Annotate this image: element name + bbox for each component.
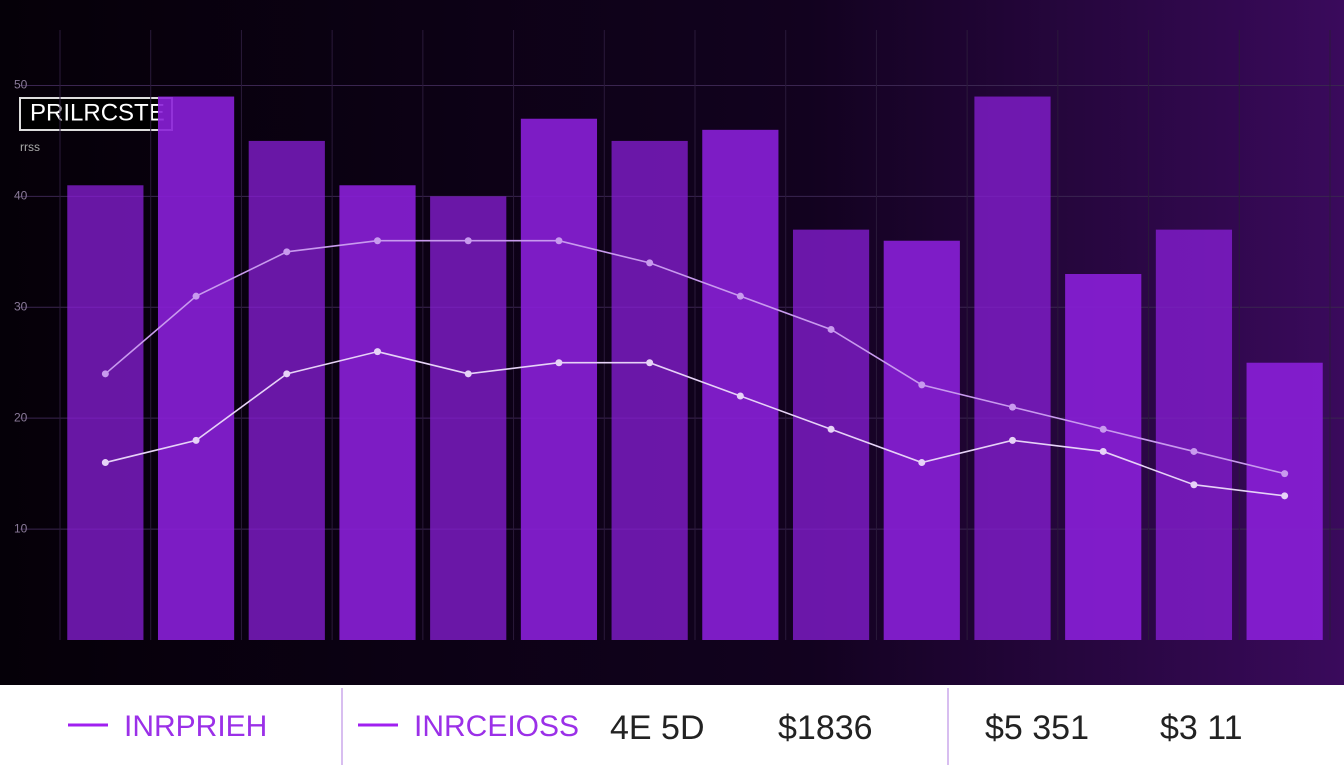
- series-point: [1009, 403, 1016, 411]
- y-tick-label: 10: [14, 521, 28, 535]
- bar: [339, 185, 416, 641]
- series-point: [101, 459, 109, 467]
- series-point: [374, 348, 381, 356]
- series-point: [827, 325, 835, 333]
- legend-label: INRCEIOSS: [414, 710, 579, 743]
- series-point: [1099, 425, 1107, 433]
- series-point: [1009, 436, 1016, 444]
- series-point: [555, 237, 563, 245]
- title-box: [19, 97, 173, 131]
- series-point: [646, 259, 654, 267]
- series-line: [105, 350, 1285, 497]
- series-point: [192, 436, 200, 444]
- bar: [67, 185, 144, 641]
- series-point: [736, 292, 744, 300]
- series-point: [646, 359, 654, 367]
- y-tick-label: 30: [14, 299, 28, 313]
- chart-subtitle: rrss: [20, 140, 40, 154]
- bar: [1246, 362, 1323, 640]
- legend-bar: [0, 685, 1344, 768]
- summary-value: $5 351: [985, 709, 1089, 747]
- series-point: [464, 237, 472, 245]
- bar: [248, 140, 325, 640]
- bar: [430, 196, 507, 640]
- series-point: [1281, 492, 1289, 500]
- series-point: [192, 292, 200, 300]
- series-point: [1281, 470, 1289, 478]
- legend-label: INRPRIEH: [124, 710, 267, 743]
- series-point: [101, 370, 109, 378]
- series-point: [1099, 447, 1107, 455]
- series-point: [918, 381, 926, 389]
- bar: [520, 118, 598, 640]
- series-point: [1190, 481, 1198, 489]
- bar: [883, 240, 960, 640]
- bar: [1155, 229, 1233, 641]
- summary-value: $3 11: [1160, 709, 1243, 747]
- summary-value: $1836: [778, 709, 873, 747]
- series-point: [827, 425, 835, 433]
- y-tick-label: 40: [14, 189, 28, 203]
- series-point: [374, 237, 381, 245]
- y-tick-label: 50: [14, 78, 28, 92]
- series-point: [283, 370, 291, 378]
- series-point: [736, 392, 744, 400]
- bar: [1065, 274, 1142, 640]
- series-point: [555, 359, 563, 367]
- series-point: [464, 370, 472, 378]
- summary-value: 4E 5D: [610, 709, 705, 747]
- bar: [611, 140, 688, 640]
- y-tick-label: 20: [14, 410, 28, 424]
- series-point: [1190, 447, 1198, 455]
- series-point: [283, 248, 291, 256]
- bar: [792, 229, 870, 641]
- chart-title: PRILRCSTE: [30, 99, 165, 126]
- series-line: [104, 239, 1285, 475]
- bar: [974, 96, 1051, 640]
- series-point: [918, 459, 926, 467]
- bar: [157, 96, 235, 640]
- bar: [702, 129, 779, 640]
